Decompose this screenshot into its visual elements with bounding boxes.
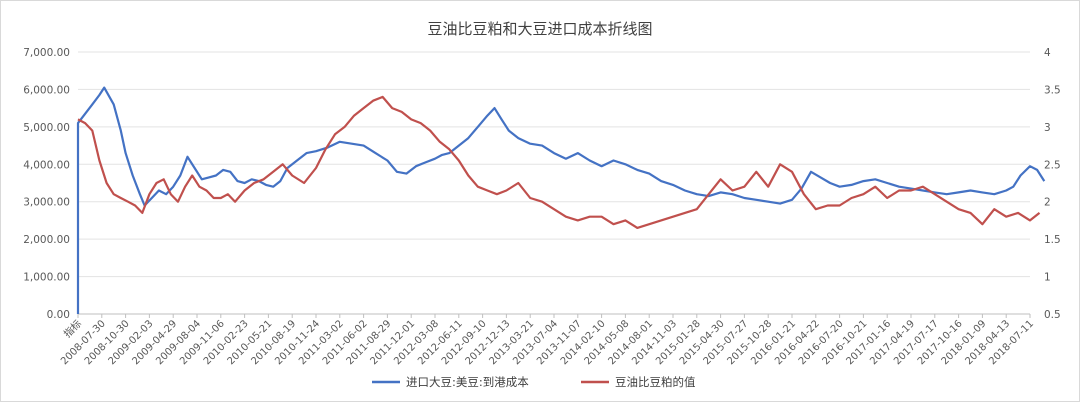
gridlines [78,51,1030,315]
y-left-tick-label: 5,000.00 [23,122,70,134]
series-lines [76,86,1046,314]
y-right-tick-label: 2.5 [1044,159,1061,171]
y-left-tick-label: 3,000.00 [23,197,70,209]
y-right-tick-label: 3 [1044,122,1051,134]
y-left-tick-label: 0.00 [47,309,70,321]
y-left-tick-label: 1,000.00 [23,272,70,284]
y-left-tick-label: 4,000.00 [23,159,70,171]
y-right-tick-label: 1 [1044,272,1051,284]
y-left-tick-label: 2,000.00 [23,234,70,246]
x-axis: 指标2008-07-302008-10-302009-02-032009-04-… [59,314,1036,367]
series-line-1 [76,86,1046,314]
legend-label-1: 进口大豆:美豆:到港成本 [406,375,529,389]
y-right-tick-label: 2 [1044,197,1051,209]
chart-title: 豆油比豆粕和大豆进口成本折线图 [427,20,652,38]
y-right-tick-label: 4 [1044,47,1051,59]
y-left-tick-label: 6,000.00 [23,84,70,96]
series-line-2 [77,95,1041,229]
legend: 进口大豆:美豆:到港成本 豆油比豆粕的值 [372,375,696,389]
legend-label-2: 豆油比豆粕的值 [615,375,696,389]
y-right-tick-label: 3.5 [1044,84,1061,96]
y-right-tick-label: 1.5 [1044,234,1061,246]
y-left-tick-label: 7,000.00 [23,47,70,59]
y-axis-right: 0.5 1 1.5 2 2.5 3 3.5 4 [1044,47,1061,321]
y-right-tick-label: 0.5 [1044,309,1061,321]
y-axis-left: 0.00 1,000.00 2,000.00 3,000.00 4,000.00 5,00… [23,47,70,321]
